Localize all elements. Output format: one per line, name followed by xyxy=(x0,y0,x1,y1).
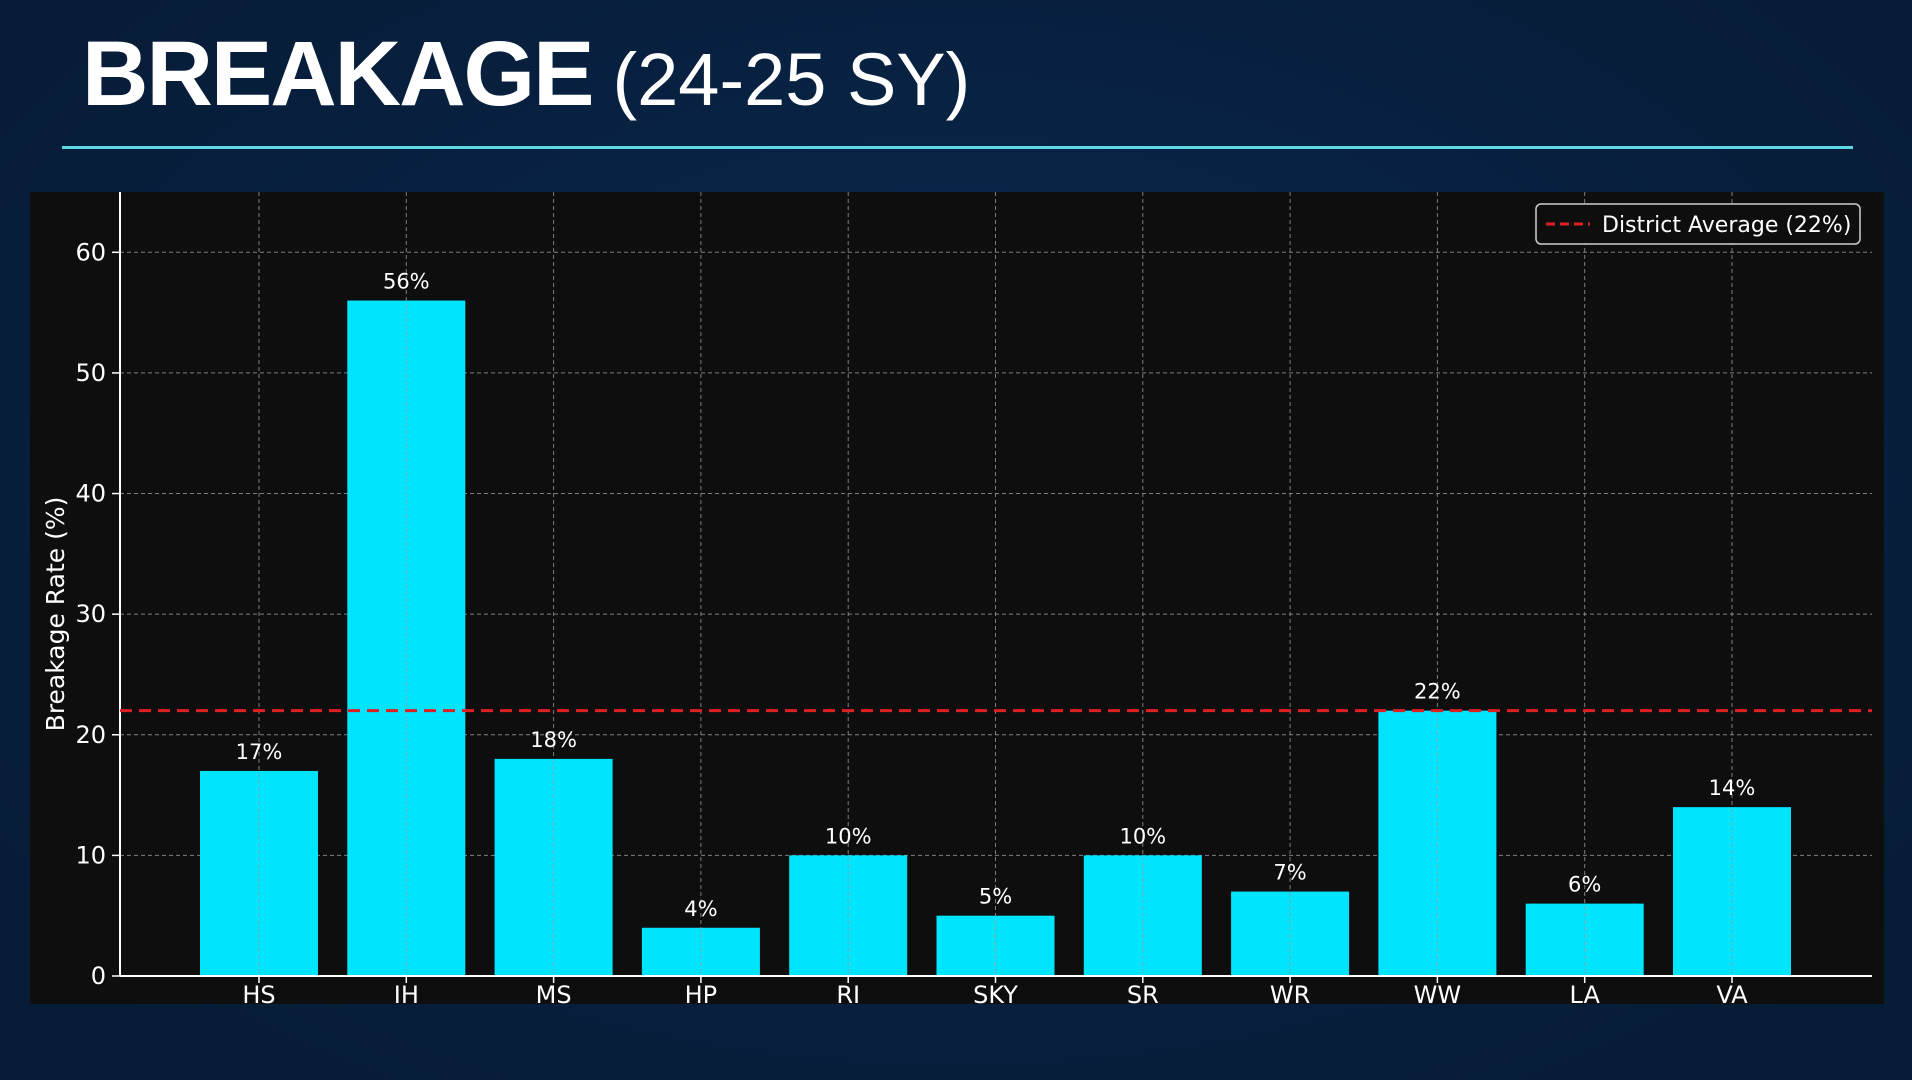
title-underline xyxy=(62,146,1853,149)
bar-value-label: 10% xyxy=(825,824,872,848)
y-tick-label: 0 xyxy=(91,962,106,990)
y-tick-label: 20 xyxy=(75,721,106,749)
x-tick-label: SKY xyxy=(973,981,1018,1004)
x-tick-label: IH xyxy=(394,981,419,1004)
bar-value-label: 7% xyxy=(1273,861,1306,885)
bar-value-label: 17% xyxy=(236,740,283,764)
legend-box xyxy=(1535,203,1861,245)
bar-value-label: 18% xyxy=(530,728,577,752)
bar-value-label: 22% xyxy=(1414,680,1461,704)
y-tick-label: 40 xyxy=(75,480,106,508)
bar-wr xyxy=(1231,891,1350,976)
x-tick-label: VA xyxy=(1716,981,1748,1004)
x-tick-label: MS xyxy=(536,981,572,1004)
x-tick-label: WW xyxy=(1414,981,1461,1004)
bar-va xyxy=(1673,807,1791,976)
bar-value-label: 6% xyxy=(1568,873,1601,897)
legend-label: District Average (22%) xyxy=(1602,213,1851,238)
bar-value-label: 56% xyxy=(383,270,430,294)
page-title: BREAKAGE (24-25 SY) xyxy=(82,28,970,120)
bar-sky xyxy=(936,915,1055,976)
x-tick-label: RI xyxy=(836,981,860,1004)
x-tick-label: HP xyxy=(685,981,718,1004)
title-subtitle: (24-25 SY) xyxy=(612,38,971,121)
bar-value-label: 10% xyxy=(1119,824,1166,848)
bar-value-label: 4% xyxy=(684,897,717,921)
x-tick-label: SR xyxy=(1127,981,1159,1004)
bar-chart: 0 10 20 30 40 50 60 17% HS 56% IH 18% MS 4% HP 10% RI 5% S… xyxy=(41,192,1872,1004)
chart-panel: 0 10 20 30 40 50 60 17% HS 56% IH 18% MS 4% HP 10% RI 5% S… xyxy=(30,192,1884,1004)
y-tick-label: 10 xyxy=(75,841,106,869)
title-main: BREAKAGE xyxy=(82,23,594,125)
y-tick-label: 60 xyxy=(75,238,106,266)
x-tick-label: LA xyxy=(1570,981,1601,1004)
x-tick-label: WR xyxy=(1270,981,1310,1004)
y-tick-label: 30 xyxy=(75,600,106,628)
bar-ih xyxy=(347,300,466,976)
y-tick-label: 50 xyxy=(75,359,106,387)
y-axis-label: Breakage Rate (%) xyxy=(41,497,70,732)
x-tick-label: HS xyxy=(242,981,275,1004)
bar-value-label: 14% xyxy=(1709,776,1756,800)
bar-value-label: 5% xyxy=(979,885,1012,909)
